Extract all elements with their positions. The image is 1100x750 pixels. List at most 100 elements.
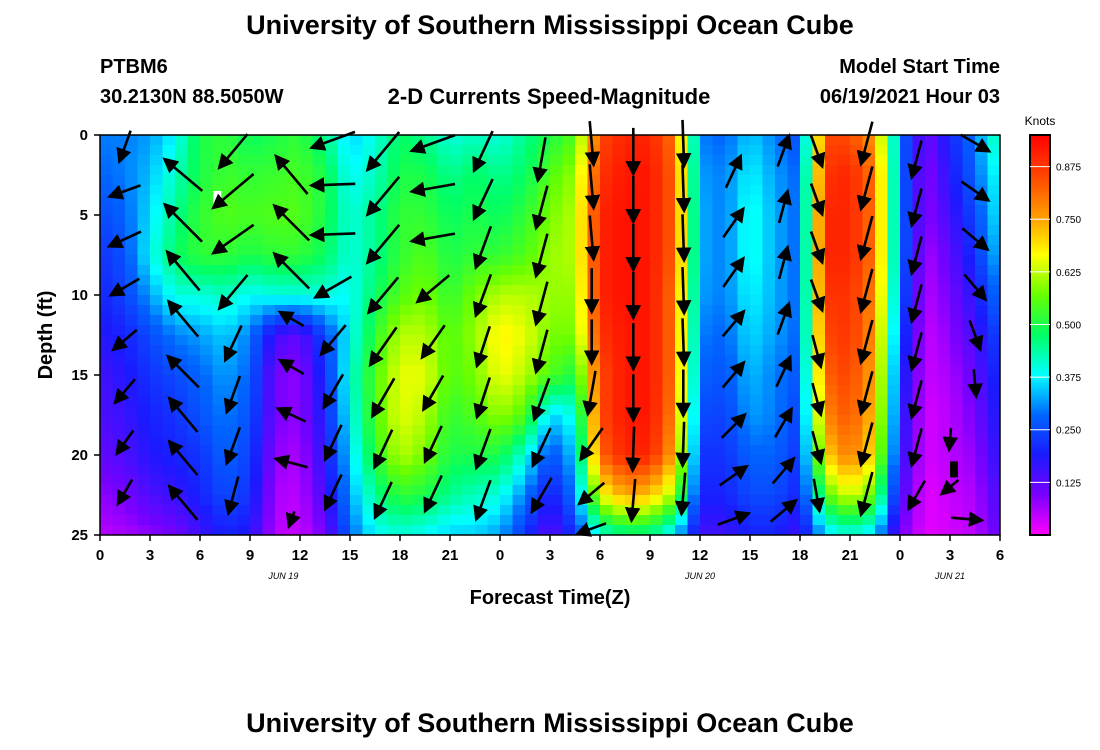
heatmap-cell <box>625 415 639 426</box>
heatmap-cell <box>875 215 889 226</box>
current-vector <box>721 360 746 389</box>
heatmap-cell <box>537 525 551 535</box>
heatmap-cell <box>787 185 801 196</box>
heatmap-cell <box>475 385 489 396</box>
heatmap-cell <box>375 385 389 396</box>
heatmap-cell <box>662 485 676 496</box>
heatmap-cell <box>237 405 251 416</box>
heatmap-cell <box>362 295 376 306</box>
heatmap-cell <box>800 365 814 376</box>
heatmap-cell <box>950 455 964 466</box>
heatmap-cell <box>750 475 764 486</box>
heatmap-cell <box>787 395 801 406</box>
heatmap-cell <box>525 365 539 376</box>
heatmap-cell <box>175 235 189 246</box>
current-vector <box>577 481 606 506</box>
heatmap-cell <box>287 435 301 446</box>
heatmap-cell <box>762 435 776 446</box>
heatmap-cell <box>512 385 526 396</box>
heatmap-cell <box>737 225 751 236</box>
heatmap-cell <box>437 235 451 246</box>
heatmap-cell <box>100 445 114 456</box>
heatmap-cell <box>300 345 314 356</box>
heatmap-cell <box>862 155 876 166</box>
heatmap-cell <box>300 265 314 276</box>
heatmap-cell <box>987 175 1000 186</box>
heatmap-cell <box>750 305 764 316</box>
current-vector <box>323 424 343 462</box>
current-vector <box>167 484 199 521</box>
heatmap-cell <box>662 205 676 216</box>
current-vector <box>531 185 549 231</box>
heatmap-cell <box>450 255 464 266</box>
heatmap-cell <box>887 355 901 366</box>
heatmap-cell <box>662 175 676 186</box>
heatmap-cell <box>162 335 176 346</box>
heatmap-cell <box>800 155 814 166</box>
heatmap-cell <box>837 455 851 466</box>
current-vector <box>285 510 301 530</box>
heatmap-cell <box>950 345 964 356</box>
heatmap-cell <box>862 165 876 176</box>
heatmap-cell <box>650 445 664 456</box>
bottom-title: University of Southern Mississippi Ocean… <box>246 708 854 738</box>
heatmap-cell <box>787 315 801 326</box>
heatmap-cell <box>150 405 164 416</box>
heatmap-cell <box>637 195 651 206</box>
heatmap-cell <box>850 395 864 406</box>
heatmap-cell <box>812 225 826 236</box>
heatmap-cell <box>850 495 864 506</box>
heatmap-cell <box>312 185 326 196</box>
heatmap-cell <box>175 425 189 436</box>
heatmap-cell <box>737 485 751 496</box>
heatmap-cell <box>712 345 726 356</box>
heatmap-cell <box>925 455 939 466</box>
heatmap-cell <box>587 295 601 306</box>
heatmap-cell <box>637 375 651 386</box>
heatmap-cell <box>337 255 351 266</box>
heatmap-cell <box>787 465 801 476</box>
heatmap-cell <box>650 365 664 376</box>
heatmap-cell <box>187 215 201 226</box>
heatmap-cell <box>300 395 314 406</box>
heatmap-cell <box>875 305 889 316</box>
heatmap-cell <box>975 445 989 456</box>
heatmap-cell <box>887 495 901 506</box>
heatmap-cell <box>925 315 939 326</box>
heatmap-cell <box>625 305 639 316</box>
heatmap-cell <box>162 425 176 436</box>
heatmap-cell <box>787 445 801 456</box>
heatmap-cell <box>625 375 639 386</box>
heatmap-cell <box>312 425 326 436</box>
heatmap-cell <box>425 205 439 216</box>
heatmap-cell <box>712 525 726 535</box>
heatmap-cell <box>425 185 439 196</box>
heatmap-cell <box>900 515 914 526</box>
heatmap-cell <box>312 165 326 176</box>
heatmap-cell <box>600 415 614 426</box>
date-label: JUN 21 <box>934 571 965 581</box>
heatmap-cell <box>487 385 501 396</box>
heatmap-cell <box>137 145 151 156</box>
heatmap-cell <box>837 495 851 506</box>
heatmap-cell <box>487 325 501 336</box>
heatmap-cell <box>262 455 276 466</box>
heatmap-cell <box>825 295 839 306</box>
heatmap-cell <box>875 465 889 476</box>
current-vector <box>531 281 549 327</box>
heatmap-cell <box>175 275 189 286</box>
heatmap-cell <box>875 515 889 526</box>
heatmap-cell <box>825 335 839 346</box>
heatmap-cell <box>262 215 276 226</box>
heatmap-cell <box>525 155 539 166</box>
heatmap-cell <box>150 225 164 236</box>
heatmap-cell <box>837 275 851 286</box>
current-vector <box>275 406 307 423</box>
heatmap-cell <box>962 355 976 366</box>
heatmap-cell <box>975 425 989 436</box>
current-vector <box>277 358 305 376</box>
heatmap-cell <box>112 415 126 426</box>
heatmap-cell <box>250 515 264 526</box>
heatmap-cell <box>200 255 214 266</box>
heatmap-cell <box>650 145 664 156</box>
